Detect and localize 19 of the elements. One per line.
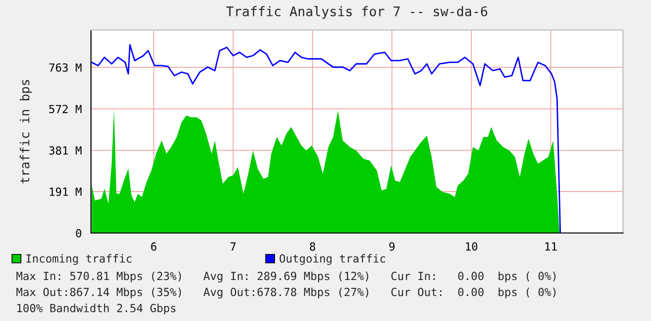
y-tick-label: 763 M <box>49 63 82 72</box>
x-tick-label: 7 <box>230 242 236 251</box>
chart-title: Traffic Analysis for 7 -- sw-da-6 <box>226 6 488 19</box>
x-tick-label: 9 <box>389 242 395 251</box>
x-tick-label: 6 <box>151 242 156 251</box>
y-tick-label: 572 M <box>49 104 82 114</box>
x-tick-label: 11 <box>545 242 557 251</box>
y-tick-label: 0 <box>76 229 82 238</box>
legend-label: Incoming traffic <box>26 254 132 265</box>
x-tick-label: 8 <box>310 242 316 251</box>
legend-label: Outgoing traffic <box>280 254 386 265</box>
text: 100% Bandwidth 2.54 Gbps <box>17 304 176 314</box>
y-tick-label: 191 M <box>50 188 82 196</box>
line-series <box>91 44 561 233</box>
y-axis-title: traffic in bps <box>20 80 32 184</box>
x-tick-label: 10 <box>466 242 478 251</box>
text: Max In: 570.81 Mbps (23%) Avg In: 289.69 Mbps (12%) Cur In: 0.00 bps ( 0%) <box>16 272 556 282</box>
text: Max Out:867.14 Mbps (35%) Avg Out:678.78 Mbps (27%) Cur Out: 0.00 bps ( 0%) <box>16 288 556 298</box>
y-tick-label: 381 M <box>49 146 82 155</box>
